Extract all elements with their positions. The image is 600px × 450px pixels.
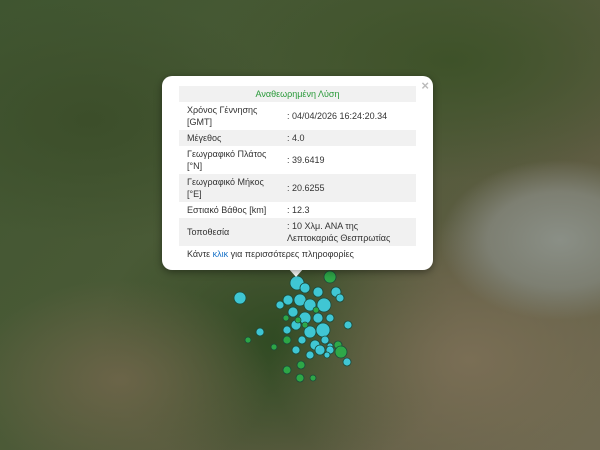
popup-title: Αναθεωρημένη Λύση [179,86,416,102]
earthquake-marker[interactable] [282,294,294,306]
earthquake-marker[interactable] [316,297,332,313]
earthquake-marker[interactable] [291,345,301,355]
earthquake-marker[interactable] [294,316,302,324]
detail-row: Γεωγραφικό Πλάτος [°N]: 39.6419 [187,149,325,171]
earthquake-marker[interactable] [282,325,292,335]
detail-row: Χρόνος Γέννησης [GMT]: 04/04/2026 16:24:… [187,105,388,127]
earthquake-marker[interactable] [270,343,278,351]
earthquake-marker[interactable] [309,374,317,382]
detail-row: Μέγεθος: 4.0 [179,130,416,146]
earthquake-marker[interactable] [275,300,285,310]
earthquake-marker[interactable] [312,286,324,298]
earthquake-marker[interactable] [325,313,335,323]
earthquake-marker[interactable] [303,298,317,312]
earthquake-marker[interactable] [295,373,305,383]
earthquake-marker[interactable] [244,336,252,344]
earthquake-marker[interactable] [323,270,337,284]
detail-row: Εστιακό Βάθος [km]: 12.3 [187,205,310,215]
detail-row: Γεωγραφικό Μήκος [°E]: 20.6255 [179,174,416,202]
earthquake-marker[interactable] [233,291,247,305]
earthquake-marker[interactable] [282,335,292,345]
earthquake-marker[interactable] [282,365,292,375]
earthquake-marker[interactable] [305,350,315,360]
earthquake-details: Χρόνος Γέννησης [GMT]: 04/04/2026 16:24:… [179,102,416,246]
earthquake-marker[interactable] [287,306,299,318]
earthquake-marker[interactable] [343,320,353,330]
earthquake-marker[interactable] [335,293,345,303]
earthquake-marker[interactable] [323,351,331,359]
more-info-link[interactable]: κλικ [212,249,229,259]
earthquake-marker[interactable] [334,345,348,359]
earthquake-marker[interactable] [315,322,331,338]
earthquake-marker[interactable] [342,357,352,367]
more-info: Κάντε κλικ για περισσότερες πληροφορίες [187,249,354,259]
earthquake-marker[interactable] [293,293,307,307]
close-icon[interactable]: × [421,78,429,93]
earthquake-marker[interactable] [297,335,307,345]
earthquake-marker[interactable] [296,360,306,370]
earthquake-marker[interactable] [301,321,309,329]
earthquake-marker[interactable] [282,314,290,322]
earthquake-marker[interactable] [255,327,265,337]
earthquake-marker[interactable] [312,306,320,314]
earthquake-popup: × Αναθεωρημένη Λύση Χρόνος Γέννησης [GMT… [162,76,433,270]
earthquake-marker[interactable] [320,335,330,345]
earthquake-marker[interactable] [299,282,311,294]
earthquake-marker[interactable] [314,344,326,356]
popup-tip [288,268,304,277]
earthquake-marker[interactable] [312,312,324,324]
detail-row: Τοποθεσία: 10 Χλμ. ΑΝΑ της Λεπτοκαριάς Θ… [179,218,416,246]
